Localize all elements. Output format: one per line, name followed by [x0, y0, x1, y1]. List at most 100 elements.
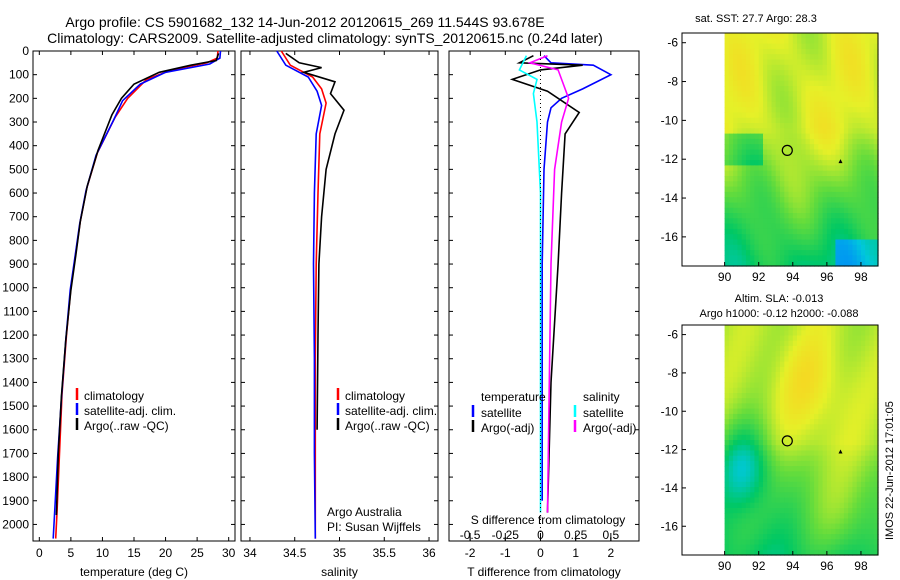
- heat-cell: [763, 361, 768, 368]
- heat-cell: [780, 170, 785, 177]
- x-tick-label: 90: [718, 270, 732, 284]
- heat-cell: [797, 75, 802, 82]
- heat-cell: [814, 372, 819, 378]
- heat-cell: [784, 149, 790, 156]
- heat-cell: [843, 393, 849, 399]
- heat-cell: [839, 403, 845, 410]
- heat-cell: [809, 123, 815, 129]
- heat-cell: [835, 138, 841, 145]
- heat-cell: [767, 492, 773, 499]
- heat-cell: [831, 123, 836, 129]
- heat-cell: [843, 223, 849, 230]
- heat-cell: [797, 330, 802, 336]
- heat-cell: [826, 345, 832, 352]
- heat-cell: [826, 460, 832, 467]
- heat-cell: [873, 455, 879, 462]
- heat-cell: [865, 487, 871, 493]
- heat-cell: [873, 340, 879, 347]
- heat-cell: [822, 361, 828, 368]
- heat-cell: [797, 128, 802, 135]
- heat-cell: [771, 382, 777, 389]
- heat-cell: [809, 144, 815, 151]
- heat-cell: [809, 345, 815, 352]
- heat-cell: [839, 513, 845, 519]
- heat-cell: [826, 260, 832, 267]
- heat-cell: [801, 481, 807, 488]
- heat-cell: [873, 213, 879, 219]
- heat-cell: [835, 186, 841, 193]
- heat-cell: [814, 91, 819, 98]
- heat-cell: [754, 335, 760, 342]
- heat-cell: [767, 176, 773, 182]
- heat-cell: [805, 181, 811, 188]
- heat-cell: [835, 408, 841, 415]
- heat-cell: [767, 366, 773, 373]
- heat-cell: [856, 202, 862, 209]
- heat-cell: [801, 413, 807, 420]
- heat-cell: [861, 398, 866, 404]
- heat-cell: [861, 502, 866, 509]
- heat-cell: [780, 403, 785, 410]
- heat-cell: [814, 133, 819, 140]
- heat-cell: [733, 117, 738, 124]
- heat-cell: [822, 549, 828, 556]
- heat-cell: [763, 340, 768, 347]
- heat-cell: [763, 445, 768, 451]
- heat-cell: [733, 440, 738, 446]
- heat-cell: [835, 207, 841, 214]
- heat-cell: [861, 372, 866, 378]
- heat-cell: [839, 445, 845, 451]
- heat-cell: [818, 508, 824, 514]
- heat-cell: [822, 228, 828, 235]
- heat-cell: [775, 86, 781, 92]
- heat-cell: [822, 101, 828, 108]
- heat-cell: [737, 33, 743, 39]
- heat-cell: [771, 244, 777, 251]
- heat-cell: [848, 544, 854, 551]
- heat-cell: [856, 393, 862, 399]
- heat-cell: [784, 133, 790, 140]
- heat-cell: [792, 476, 798, 483]
- heat-cell: [733, 250, 738, 256]
- heat-cell: [763, 460, 768, 467]
- heat-cell: [788, 460, 794, 467]
- heat-cell: [822, 138, 828, 145]
- heat-cell: [741, 403, 747, 410]
- heat-cell: [784, 181, 790, 188]
- heat-cell: [750, 356, 756, 363]
- heat-cell: [818, 191, 824, 198]
- heat-cell: [733, 133, 738, 140]
- heat-cell: [745, 38, 751, 45]
- heat-cell: [741, 101, 747, 108]
- heat-cell: [831, 48, 836, 55]
- heat-cell: [856, 170, 862, 177]
- heat-cell: [839, 149, 845, 156]
- heat-cell: [763, 197, 768, 204]
- heat-cell: [818, 513, 824, 519]
- heat-cell: [822, 372, 828, 378]
- heat-cell: [801, 133, 807, 140]
- heat-cell: [784, 408, 790, 415]
- heat-cell: [728, 207, 734, 214]
- heat-cell: [822, 440, 828, 446]
- heat-cell: [771, 340, 777, 347]
- heat-cell: [797, 191, 802, 198]
- heat-cell: [801, 429, 807, 436]
- heat-cell: [822, 33, 828, 39]
- heat-cell: [767, 398, 773, 404]
- heat-cell: [745, 107, 751, 113]
- heat-cell: [826, 86, 832, 92]
- heat-cell: [861, 366, 866, 373]
- heat-cell: [869, 502, 875, 509]
- heat-cell: [763, 335, 768, 342]
- heat-cell: [754, 186, 760, 193]
- heat-cell: [831, 455, 836, 462]
- heat-cell: [873, 508, 879, 514]
- heat-cell: [814, 154, 819, 161]
- heat-cell: [728, 191, 734, 198]
- heat-cell: [733, 345, 738, 352]
- heat-cell: [758, 255, 764, 262]
- heat-cell: [775, 181, 781, 188]
- heat-cell: [788, 476, 794, 483]
- heat-cell: [758, 413, 764, 420]
